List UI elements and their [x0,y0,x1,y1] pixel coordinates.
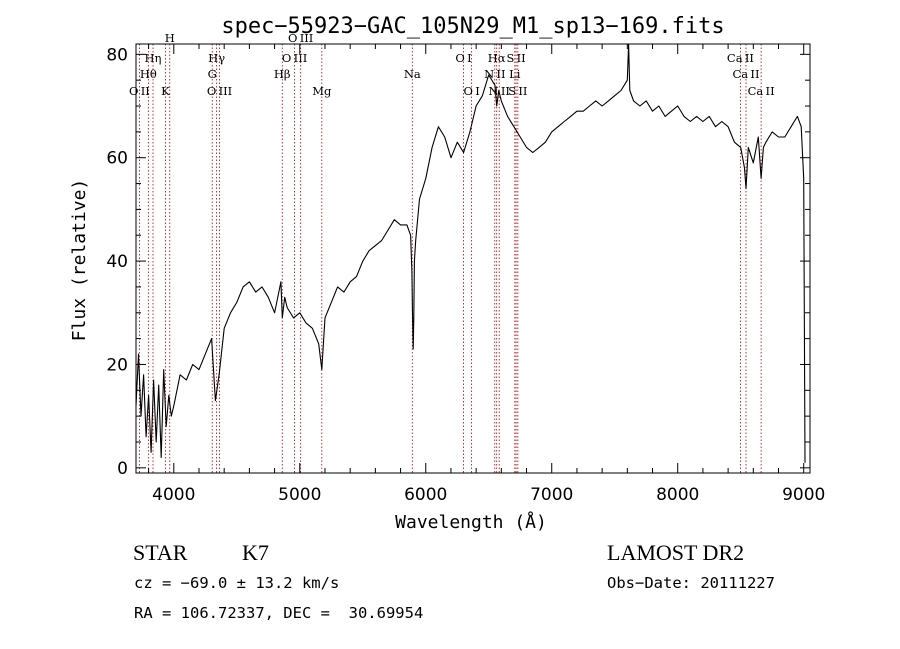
redshift-cz: cz = −69.0 ± 13.2 km/s [134,574,340,592]
y-axis: 0 20 40 60 80 [106,45,810,479]
survey-name: LAMOST DR2 [607,540,745,565]
x-tick-label: 6000 [404,485,447,505]
x-tick-label: 5000 [278,485,321,505]
plot-frame [135,43,811,474]
line-label: G [208,67,217,81]
line-label: N II [484,67,505,81]
object-class: STAR [133,540,188,565]
x-tick-label: 4000 [152,485,195,505]
line-label: S II [506,51,525,65]
line-label: Hη [145,51,162,65]
line-label: O I [463,84,479,98]
line-label: O III [282,51,307,65]
y-tick-label: 40 [106,252,128,272]
observation-date: Obs−Date: 20111227 [607,574,775,592]
x-tick-label: 9000 [782,485,825,505]
line-label: Mg [312,84,332,98]
line-label: Na [404,67,421,81]
x-axis-title: Wavelength (Å) [395,511,547,533]
line-label: Hγ [208,51,225,65]
line-label: Li [509,67,521,81]
spectrum-line [135,43,806,463]
x-tick-label: 7000 [530,485,573,505]
line-label: Ca II [748,84,775,98]
line-label: O I [455,51,471,65]
line-label: K [161,84,170,98]
object-subclass: K7 [242,540,269,565]
chart-title: spec−55923−GAC_105N29_M1_sp13−169.fits [221,14,724,39]
y-tick-label: 60 [106,149,128,169]
emission-line-markers: O II Hη Hθ K H Hγ G O III Hβ O III O III Mg Na O I O I… [129,31,775,473]
coordinates: RA = 106.72337, DEC = 30.69954 [134,604,424,622]
line-label: H [165,31,175,45]
line-label: Ca II [727,51,754,65]
y-tick-label: 0 [117,459,128,479]
line-label: S II [508,84,527,98]
line-label: O II [129,84,150,98]
line-label: Hθ [140,67,157,81]
line-label: O III [288,31,313,45]
y-tick-label: 80 [106,45,128,65]
y-tick-label: 20 [106,355,128,375]
y-axis-title: Flux (relative) [69,179,90,342]
line-label: Hα [488,51,506,65]
line-label: Ca II [732,67,759,81]
line-label: O III [207,84,232,98]
x-axis: 4000 5000 6000 7000 8000 9000 [148,44,825,505]
x-tick-label: 8000 [656,485,699,505]
line-label: Hβ [274,67,291,81]
